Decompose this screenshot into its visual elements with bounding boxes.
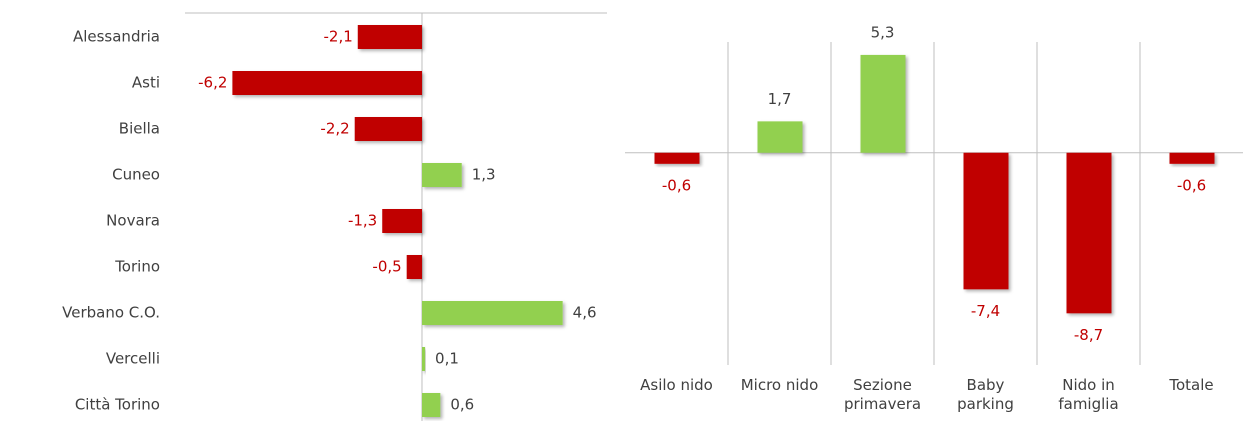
bar	[354, 117, 422, 141]
bar	[421, 347, 426, 371]
value-label: 0,1	[435, 350, 459, 368]
category-label: Verbano C.O.	[62, 304, 160, 322]
category-label: Asti	[132, 74, 160, 92]
value-label: -6,2	[198, 74, 227, 92]
value-label: -2,2	[320, 120, 349, 138]
value-label: 1,3	[472, 166, 496, 184]
category-label: Baby parking	[957, 376, 1014, 413]
category-label: Asilo nido	[640, 376, 713, 394]
bar	[232, 71, 422, 95]
value-label: -1,3	[348, 212, 377, 230]
bar	[757, 121, 803, 153]
bar	[963, 152, 1009, 290]
value-label: 1,7	[768, 90, 792, 108]
bar	[421, 393, 441, 417]
category-label: Sezione primavera	[843, 376, 922, 413]
value-label: -2,1	[323, 28, 352, 46]
bar	[654, 152, 700, 164]
category-label: Torino	[114, 258, 160, 276]
category-label: Micro nido	[740, 376, 819, 394]
category-label: Novara	[106, 212, 160, 230]
value-label: 0,6	[450, 396, 474, 414]
category-label: Nido in famiglia	[1058, 376, 1119, 413]
bar	[421, 301, 563, 325]
category-label: Totale	[1169, 376, 1214, 394]
category-label: Città Torino	[75, 396, 160, 414]
value-label: -0,5	[372, 258, 401, 276]
category-label: Alessandria	[73, 28, 160, 46]
category-label: Vercelli	[106, 350, 160, 368]
bar	[1169, 152, 1215, 164]
value-label: 5,3	[871, 23, 895, 41]
value-label: -8,7	[1074, 326, 1103, 344]
bar	[357, 25, 422, 49]
category-label: Biella	[119, 120, 160, 138]
category-label: Cuneo	[112, 166, 160, 184]
bar	[406, 255, 422, 279]
bar	[382, 209, 422, 233]
value-label: -0,6	[662, 176, 691, 194]
value-label: 4,6	[573, 304, 597, 322]
bar	[421, 163, 462, 187]
bar	[1066, 152, 1112, 314]
value-label: -0,6	[1177, 176, 1206, 194]
bar	[860, 54, 906, 153]
value-label: -7,4	[971, 302, 1000, 320]
